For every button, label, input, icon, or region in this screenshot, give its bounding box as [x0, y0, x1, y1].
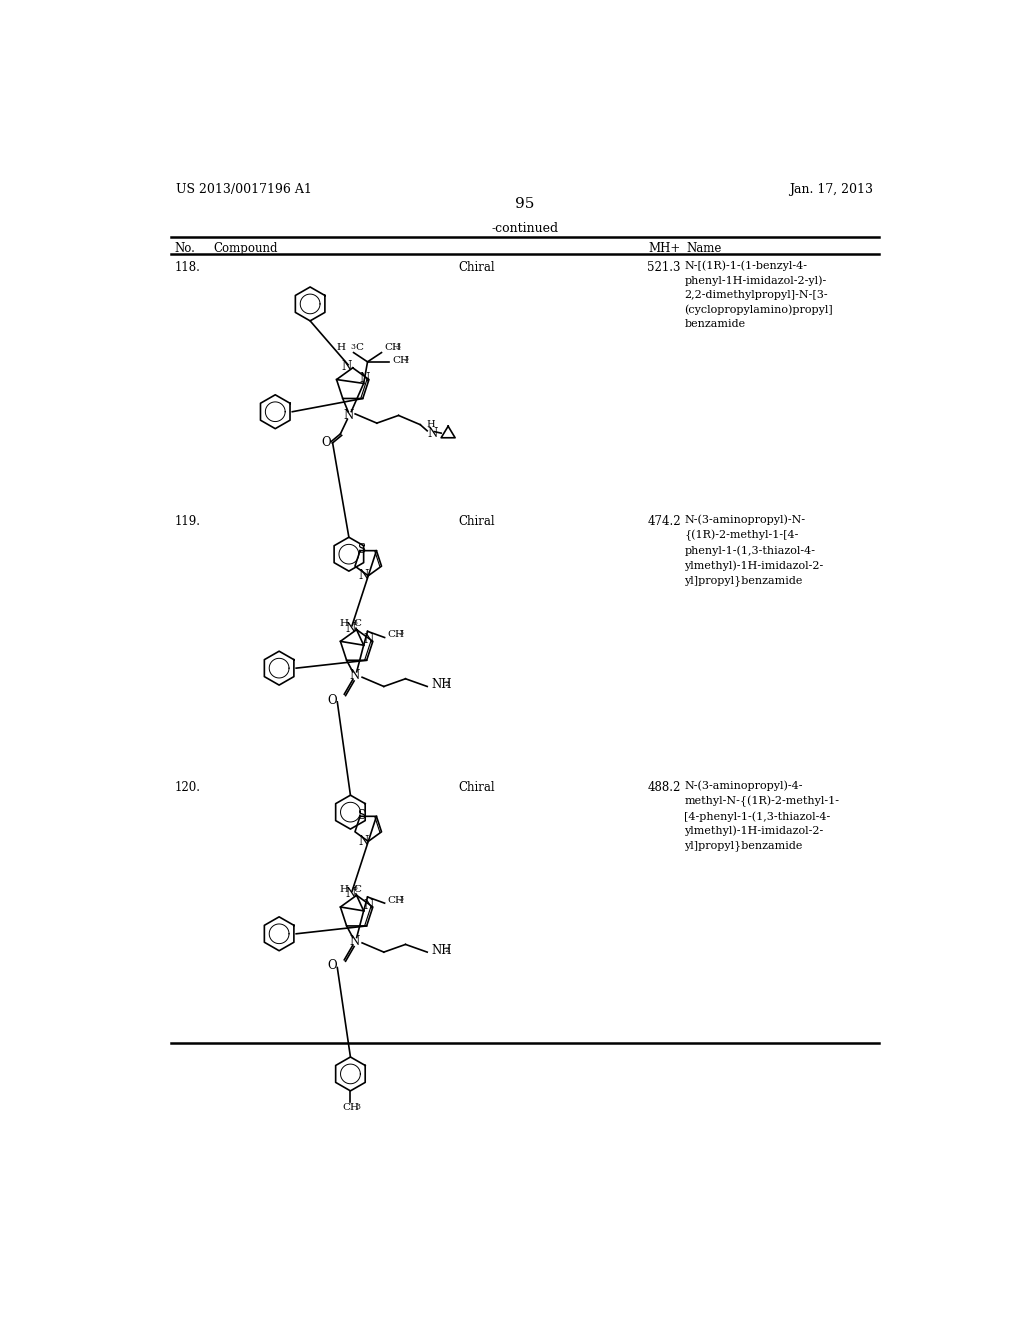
Text: N: N — [349, 669, 359, 682]
Text: O: O — [328, 694, 338, 706]
Text: H: H — [339, 619, 348, 628]
Text: N: N — [349, 935, 359, 948]
Text: 3: 3 — [350, 343, 355, 351]
Text: Compound: Compound — [213, 242, 278, 255]
Text: N: N — [358, 834, 369, 847]
Text: 3: 3 — [403, 355, 409, 363]
Text: C: C — [353, 619, 361, 628]
Text: Chiral: Chiral — [459, 515, 495, 528]
Text: 474.2: 474.2 — [647, 515, 681, 528]
Text: Chiral: Chiral — [459, 261, 495, 273]
Text: 3: 3 — [398, 895, 403, 903]
Text: 488.2: 488.2 — [647, 780, 681, 793]
Text: 2: 2 — [444, 945, 450, 953]
Text: CH: CH — [388, 630, 404, 639]
Text: 3: 3 — [395, 343, 400, 351]
Text: MH+: MH+ — [649, 242, 681, 255]
Text: CH: CH — [342, 1104, 359, 1113]
Text: N: N — [341, 360, 351, 372]
Text: No.: No. — [174, 242, 196, 255]
Text: 120.: 120. — [174, 780, 201, 793]
Text: N: N — [364, 634, 374, 647]
Text: NH: NH — [432, 678, 453, 692]
Text: O: O — [322, 436, 332, 449]
Text: -continued: -continued — [492, 222, 558, 235]
Text: H: H — [426, 420, 435, 429]
Text: CH: CH — [385, 343, 401, 352]
Text: H: H — [337, 343, 346, 352]
Text: N: N — [364, 899, 374, 912]
Text: NH: NH — [432, 944, 453, 957]
Text: N: N — [359, 371, 370, 384]
Text: 2: 2 — [444, 680, 450, 688]
Text: C: C — [355, 343, 364, 352]
Text: N-(3-aminopropyl)-N-
{(1R)-2-methyl-1-[4-
phenyl-1-(1,3-thiazol-4-
ylmethyl)-1H-: N-(3-aminopropyl)-N- {(1R)-2-methyl-1-[4… — [684, 515, 823, 586]
Text: S: S — [358, 544, 367, 557]
Text: N-[(1R)-1-(1-benzyl-4-
phenyl-1H-imidazol-2-yl)-
2,2-dimethylpropyl]-N-[3-
(cycl: N-[(1R)-1-(1-benzyl-4- phenyl-1H-imidazo… — [684, 261, 834, 329]
Text: Name: Name — [686, 242, 721, 255]
Text: S: S — [358, 809, 367, 822]
Text: 119.: 119. — [174, 515, 201, 528]
Text: 3: 3 — [398, 630, 403, 638]
Text: 95: 95 — [515, 197, 535, 211]
Text: 3: 3 — [353, 619, 357, 627]
Text: Jan. 17, 2013: Jan. 17, 2013 — [790, 183, 873, 197]
Text: Chiral: Chiral — [459, 780, 495, 793]
Text: 521.3: 521.3 — [647, 261, 681, 273]
Text: 3: 3 — [353, 884, 357, 892]
Text: CH: CH — [392, 356, 410, 364]
Text: N: N — [345, 622, 355, 635]
Text: C: C — [353, 884, 361, 894]
Text: 118.: 118. — [174, 261, 201, 273]
Text: H: H — [339, 884, 348, 894]
Text: CH: CH — [388, 895, 404, 904]
Text: N: N — [344, 409, 354, 422]
Text: N: N — [427, 428, 437, 441]
Text: N: N — [345, 887, 355, 900]
Text: US 2013/0017196 A1: US 2013/0017196 A1 — [176, 183, 312, 197]
Text: N-(3-aminopropyl)-4-
methyl-N-{(1R)-2-methyl-1-
[4-phenyl-1-(1,3-thiazol-4-
ylme: N-(3-aminopropyl)-4- methyl-N-{(1R)-2-me… — [684, 780, 840, 851]
Text: N: N — [358, 569, 369, 582]
Text: O: O — [328, 960, 338, 973]
Text: 3: 3 — [355, 1104, 360, 1111]
